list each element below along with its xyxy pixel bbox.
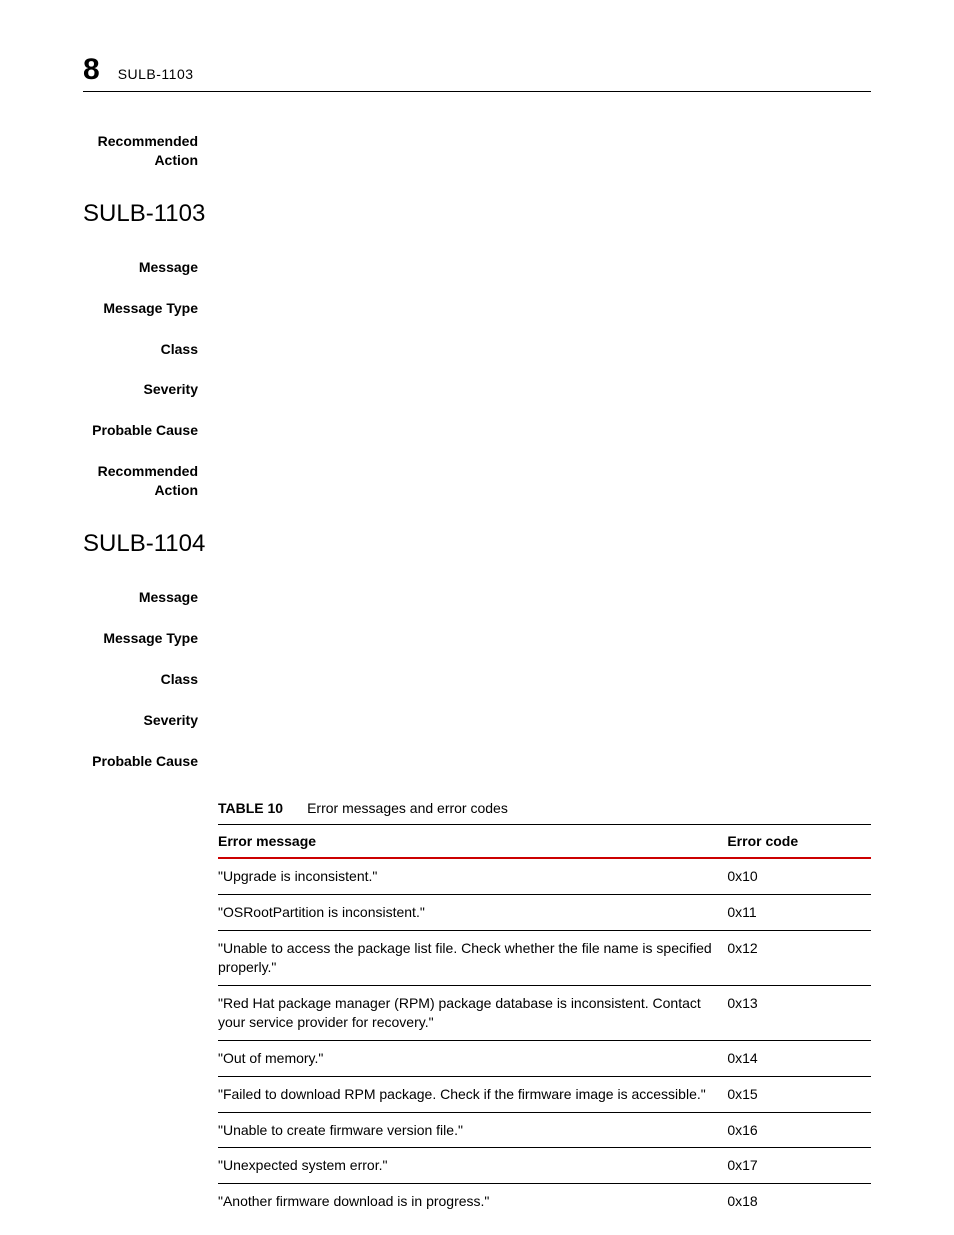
definition-row: Severity [83, 711, 871, 730]
table-caption: TABLE 10 Error messages and error codes [218, 800, 871, 816]
error-message-cell: "Unable to access the package list file.… [218, 931, 727, 986]
error-code-cell: 0x12 [727, 931, 871, 986]
definition-row: Severity [83, 380, 871, 399]
definition-label: RecommendedAction [83, 132, 198, 170]
definition-label: Probable Cause [83, 421, 198, 440]
table-row: "Unable to access the package list file.… [218, 931, 871, 986]
table-row: "Out of memory."0x14 [218, 1040, 871, 1076]
table-row: "Red Hat package manager (RPM) package d… [218, 986, 871, 1041]
error-message-cell: "Unable to create firmware version file.… [218, 1112, 727, 1148]
definition-label: RecommendedAction [83, 462, 198, 500]
error-code-cell: 0x17 [727, 1148, 871, 1184]
definition-label: Class [83, 340, 198, 359]
running-title: SULB-1103 [118, 66, 194, 82]
page-header: 8 SULB-1103 [83, 55, 871, 92]
error-table-wrap: TABLE 10 Error messages and error codes E… [218, 800, 871, 1219]
chapter-number: 8 [83, 55, 100, 85]
definition-label: Message Type [83, 299, 198, 318]
definition-label: Message Type [83, 629, 198, 648]
definition-row: Class [83, 340, 871, 359]
definition-label: Message [83, 258, 198, 277]
error-code-cell: 0x15 [727, 1076, 871, 1112]
error-message-cell: "Red Hat package manager (RPM) package d… [218, 986, 727, 1041]
error-message-cell: "Unexpected system error." [218, 1148, 727, 1184]
definition-row: RecommendedAction [83, 132, 871, 170]
error-message-cell: "Failed to download RPM package. Check i… [218, 1076, 727, 1112]
page: 8 SULB-1103 RecommendedAction SULB-1103 Me… [0, 0, 954, 1219]
table-row: "Upgrade is inconsistent."0x10 [218, 858, 871, 894]
definition-row: Class [83, 670, 871, 689]
section-heading: SULB-1103 [83, 200, 871, 228]
error-message-cell: "Upgrade is inconsistent." [218, 858, 727, 894]
table-body: "Upgrade is inconsistent."0x10"OSRootPar… [218, 858, 871, 1219]
definition-row: Message Type [83, 299, 871, 318]
definition-label: Message [83, 588, 198, 607]
definition-row: Message [83, 588, 871, 607]
table-row: "Unexpected system error."0x17 [218, 1148, 871, 1184]
table-col-code: Error code [727, 825, 871, 859]
error-message-cell: "Another firmware download is in progres… [218, 1184, 727, 1219]
table-row: "OSRootPartition is inconsistent."0x11 [218, 895, 871, 931]
error-code-cell: 0x10 [727, 858, 871, 894]
table-row: "Unable to create firmware version file.… [218, 1112, 871, 1148]
table-caption-text: Error messages and error codes [307, 800, 508, 816]
definition-row: Probable Cause [83, 421, 871, 440]
sections: RecommendedAction SULB-1103 Message Message… [83, 132, 871, 770]
definition-row: Message Type [83, 629, 871, 648]
error-code-cell: 0x18 [727, 1184, 871, 1219]
definition-label: Probable Cause [83, 752, 198, 771]
error-code-cell: 0x16 [727, 1112, 871, 1148]
error-code-cell: 0x14 [727, 1040, 871, 1076]
table-row: "Another firmware download is in progres… [218, 1184, 871, 1219]
definition-row: RecommendedAction [83, 462, 871, 500]
definition-row: Message [83, 258, 871, 277]
error-message-cell: "Out of memory." [218, 1040, 727, 1076]
error-message-cell: "OSRootPartition is inconsistent." [218, 895, 727, 931]
definition-label: Severity [83, 380, 198, 399]
definition-label: Severity [83, 711, 198, 730]
definition-row: Probable Cause [83, 752, 871, 771]
section-heading: SULB-1104 [83, 530, 871, 558]
definition-label: Class [83, 670, 198, 689]
error-code-cell: 0x11 [727, 895, 871, 931]
error-table: Error message Error code "Upgrade is inc… [218, 824, 871, 1219]
table-header-row: Error message Error code [218, 825, 871, 859]
table-label: TABLE 10 [218, 800, 283, 816]
table-col-message: Error message [218, 825, 727, 859]
error-code-cell: 0x13 [727, 986, 871, 1041]
table-row: "Failed to download RPM package. Check i… [218, 1076, 871, 1112]
